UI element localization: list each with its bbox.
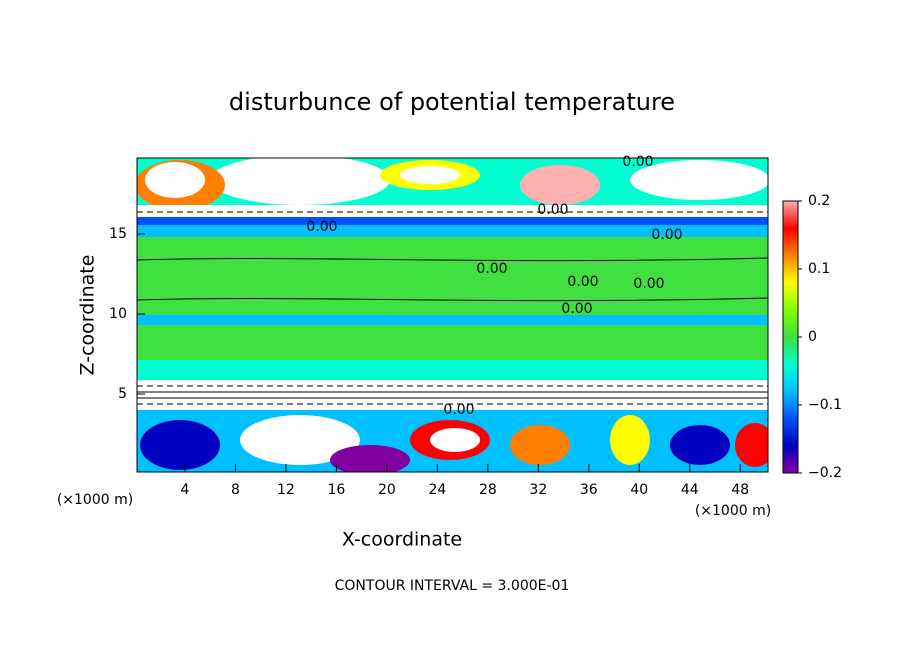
y-axis-label: Z-coordinate	[77, 255, 99, 376]
contour-label: 0.00	[567, 274, 598, 290]
contour-label: 0.00	[622, 154, 653, 170]
contour-label: 0.00	[476, 261, 507, 277]
field	[137, 158, 768, 472]
colorbar-tick-label: 0.1	[808, 261, 830, 277]
x-tick-label: 24	[428, 482, 446, 498]
colorbar-tick-label: 0.2	[808, 193, 830, 209]
contour-label: 0.00	[443, 402, 474, 418]
contour-label: 0.00	[651, 227, 682, 243]
contour-label: 0.00	[633, 276, 664, 292]
y-tick-label: 5	[118, 386, 127, 402]
contour-label: 0.00	[561, 301, 592, 317]
x-tick-label: 40	[630, 482, 648, 498]
x-tick-label: 32	[529, 482, 547, 498]
x-tick-label: 16	[328, 482, 346, 498]
colorbar	[782, 200, 799, 474]
x-tick-label: 8	[231, 482, 240, 498]
x-tick-label: 36	[580, 482, 598, 498]
y-tick-label: 15	[109, 226, 127, 242]
x-tick-label: 12	[277, 482, 295, 498]
x-unit: (×1000 m)	[57, 492, 133, 508]
x-tick-label: 44	[681, 482, 699, 498]
colorbar-tick-label: −0.2	[808, 465, 842, 481]
x-tick-label: 20	[378, 482, 396, 498]
plot-frame	[136, 157, 769, 473]
x-tick-label: 28	[479, 482, 497, 498]
colorbar-tick-label: 0	[808, 329, 817, 345]
x-tick-label: 48	[731, 482, 749, 498]
x-axis-label: X-coordinate	[342, 529, 462, 551]
footer: CONTOUR INTERVAL = 3.000E-01	[335, 578, 570, 594]
contour-label: 0.00	[537, 202, 568, 218]
y-unit: (×1000 m)	[695, 503, 771, 519]
chart-title: disturbunce of potential temperature	[229, 88, 675, 116]
y-tick-label: 10	[109, 306, 127, 322]
colorbar-tick-label: −0.1	[808, 397, 842, 413]
contour-label: 0.00	[306, 219, 337, 235]
x-tick-label: 4	[181, 482, 190, 498]
